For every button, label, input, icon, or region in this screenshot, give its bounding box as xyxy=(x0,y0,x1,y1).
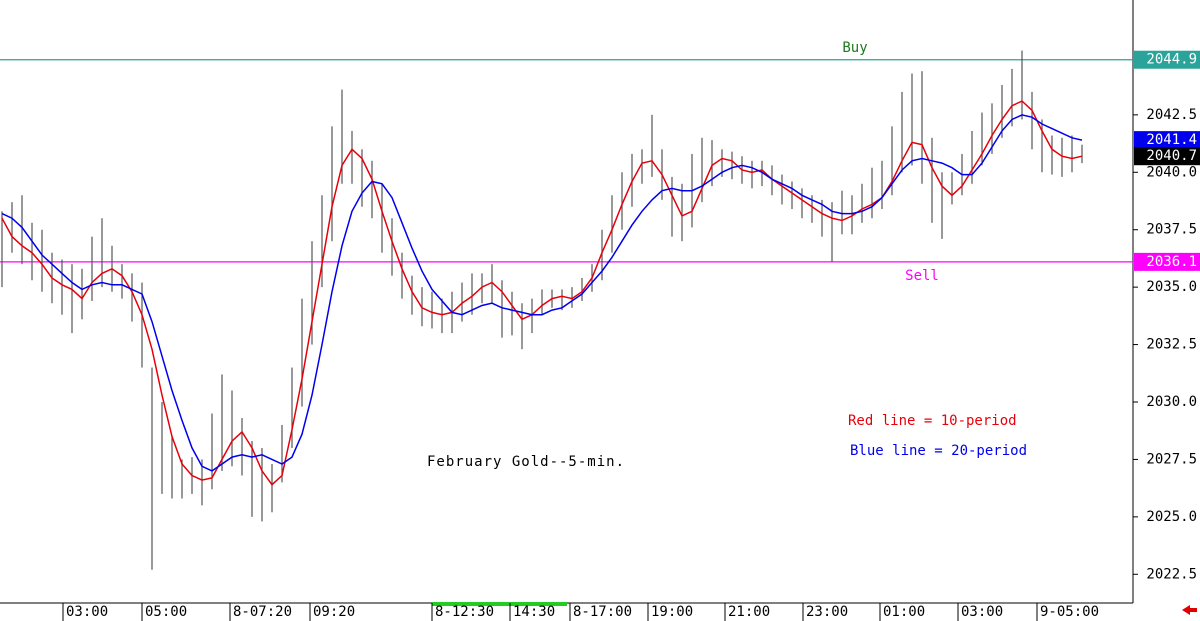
y-tick-label: 2040.0 xyxy=(1146,164,1197,180)
y-tick-label: 2022.5 xyxy=(1146,566,1197,582)
x-tick-label: 8-17:00 xyxy=(573,604,632,620)
price-box xyxy=(1134,147,1200,166)
y-tick-label: 2027.5 xyxy=(1146,451,1197,467)
annotation: Blue line = 20-period xyxy=(850,443,1027,459)
reference-label: Buy xyxy=(842,40,867,56)
x-tick-label: 01:00 xyxy=(883,604,925,620)
moving-average-line xyxy=(1,100,1083,486)
price-box xyxy=(1134,131,1200,150)
reference-label: Sell xyxy=(905,268,939,284)
price-box xyxy=(1134,50,1200,69)
y-tick-label: 2042.5 xyxy=(1146,107,1197,123)
price-box-label: 2044.9 xyxy=(1146,52,1197,68)
x-tick-label: 03:00 xyxy=(961,604,1003,620)
x-tick-label: 8-07:20 xyxy=(233,604,292,620)
price-box-label: 2040.7 xyxy=(1146,148,1197,164)
x-tick-label: 21:00 xyxy=(728,604,770,620)
x-tick-label: 9-05:00 xyxy=(1040,604,1099,620)
y-tick-label: 2025.0 xyxy=(1146,509,1197,525)
moving-average-line xyxy=(1,114,1083,472)
price-box-label: 2036.1 xyxy=(1146,254,1197,270)
session-highlight xyxy=(432,602,567,606)
x-tick-label: 8-12:30 xyxy=(435,604,494,620)
y-tick-label: 2032.5 xyxy=(1146,337,1197,353)
x-tick-label: 05:00 xyxy=(145,604,187,620)
scroll-arrow xyxy=(1182,605,1197,615)
x-tick-label: 09:20 xyxy=(313,604,355,620)
x-tick-label: 23:00 xyxy=(806,604,848,620)
price-box-label: 2041.4 xyxy=(1146,132,1197,148)
y-tick-label: 2030.0 xyxy=(1146,394,1197,410)
price-box xyxy=(1134,252,1200,271)
y-tick-label: 2037.5 xyxy=(1146,222,1197,238)
y-tick-label: 2035.0 xyxy=(1146,279,1197,295)
x-tick-label: 19:00 xyxy=(651,604,693,620)
x-tick-label: 03:00 xyxy=(66,604,108,620)
x-tick-label: 14:30 xyxy=(513,604,555,620)
plot-layer: 2022.5 2025.0 2027.5 2030.0 2032.5 2035.0 2037… xyxy=(0,40,1200,621)
annotation: Red line = 10-period xyxy=(848,413,1017,429)
annotation: February Gold--5-min. xyxy=(427,454,625,470)
